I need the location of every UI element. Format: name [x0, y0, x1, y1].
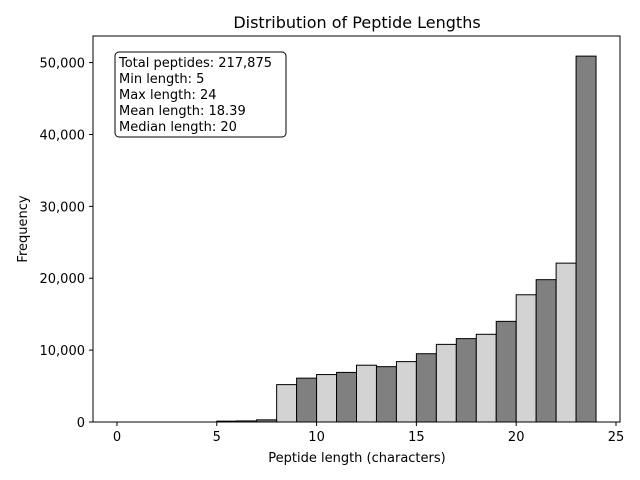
histogram-bar-12 [356, 364, 377, 423]
chart-title: Distribution of Peptide Lengths [233, 13, 480, 32]
histogram-bar-8 [276, 384, 298, 423]
histogram-bar-22 [555, 262, 577, 423]
x-tick-label: 5 [213, 430, 221, 445]
histogram-bar-18 [475, 333, 497, 423]
stats-max: Max length: 24 [119, 88, 217, 103]
histogram-bar-9 [296, 377, 318, 423]
plot-frame [92, 35, 621, 423]
y-tick-label: 10,000 [40, 344, 86, 359]
x-tick-label: 25 [608, 430, 625, 445]
stats-annotation-box: Total peptides: 217,875 Min length: 5 Ma… [114, 51, 287, 138]
stats-box-frame [114, 51, 287, 138]
x-tick-label: 10 [308, 430, 325, 445]
histogram-bar-13 [375, 366, 397, 423]
x-tick-label: 0 [113, 430, 121, 445]
stats-total: Total peptides: 217,875 [118, 56, 272, 71]
histogram-bar-21 [535, 279, 557, 423]
histogram-bar-19 [495, 320, 517, 423]
histogram-bar-10 [316, 374, 338, 423]
x-tick-label: 15 [408, 430, 425, 445]
stats-mean: Mean length: 18.39 [119, 104, 246, 119]
histogram-bar-14 [395, 361, 417, 423]
y-tick-label: 50,000 [40, 57, 86, 72]
stats-median: Median length: 20 [119, 120, 237, 135]
histogram-bar-16 [435, 343, 457, 423]
y-tick-label: 40,000 [40, 128, 86, 143]
x-tick-label: 20 [508, 430, 525, 445]
histogram-bar-17 [455, 338, 477, 423]
y-axis-label: Frequency [16, 195, 31, 262]
histogram-bar-23 [575, 55, 597, 423]
y-tick-label: 30,000 [40, 200, 86, 215]
x-axis-ticks: 0 5 10 15 20 25 [113, 422, 624, 445]
y-axis-ticks: 0 10,000 20,000 30,000 40,000 50,000 [40, 57, 93, 431]
y-tick-label: 20,000 [40, 272, 86, 287]
stats-min: Min length: 5 [119, 72, 204, 87]
histogram-bar-15 [415, 353, 437, 423]
x-axis-label: Peptide length (characters) [268, 451, 445, 466]
y-tick-label: 0 [77, 416, 85, 431]
histogram-bar-20 [515, 294, 537, 423]
histogram-bar-11 [336, 371, 357, 423]
